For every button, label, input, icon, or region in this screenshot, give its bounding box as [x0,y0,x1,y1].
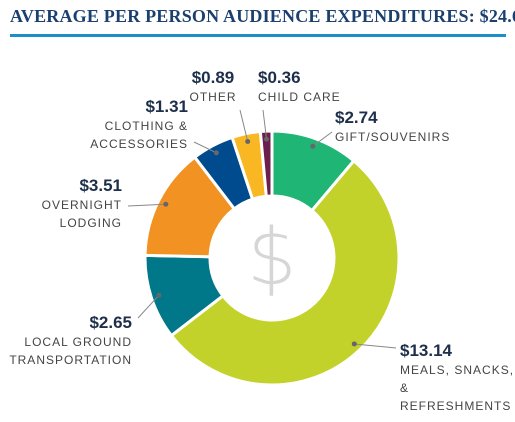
data-label: $3.51 OVERNIGHT LODGING [0,176,122,232]
leader-line [354,343,397,349]
category-label: CLOTHING & ACCESSORIES [90,119,188,151]
value-label: $13.14 [400,341,452,360]
leader-dot [213,150,219,156]
donut-segment [258,129,274,198]
leader-dot [310,143,316,149]
value-label: $0.89 [191,68,235,87]
leader-line [239,109,249,142]
category-label: OTHER [189,90,237,104]
category-label: OVERNIGHT LODGING [41,198,122,230]
leader-line [262,109,268,140]
value-label: $0.36 [258,68,301,87]
data-label: $1.31 CLOTHING & ACCESSORIES [60,97,188,153]
category-label: CHILD CARE [258,90,341,104]
data-label: $13.14 MEALS, SNACKS, & REFRESHMENTS [400,341,515,415]
category-label: GIFT/SOUVENIRS [335,130,451,144]
value-label: $3.51 [79,176,122,195]
value-label: $2.74 [335,108,378,127]
donut-segment [169,158,401,387]
leader-dot [163,201,169,207]
center-symbol: $ [247,213,297,303]
value-label: $2.65 [89,313,132,332]
leader-dot [156,292,162,298]
chart-title: AVERAGE PER PERSON AUDIENCE EXPENDITURES… [10,6,515,26]
title-rule [10,34,506,37]
leader-dot [264,136,270,142]
data-label: $2.74 GIFT/SOUVENIRS [335,108,450,146]
category-label: LOCAL GROUND TRANSPORTATION [9,335,132,367]
data-label: $0.89 OTHER [173,68,253,106]
data-label: $0.36 CHILD CARE [258,68,341,106]
leader-dot [245,139,251,145]
leader-line [127,203,166,207]
leader-line [137,294,160,319]
leader-line [312,131,333,147]
data-label: $2.65 LOCAL GROUND TRANSPORTATION [0,313,132,369]
value-label: $1.31 [145,97,188,116]
leader-line [193,141,217,154]
category-label: MEALS, SNACKS, & REFRESHMENTS [400,363,515,413]
leader-dot [351,341,357,347]
